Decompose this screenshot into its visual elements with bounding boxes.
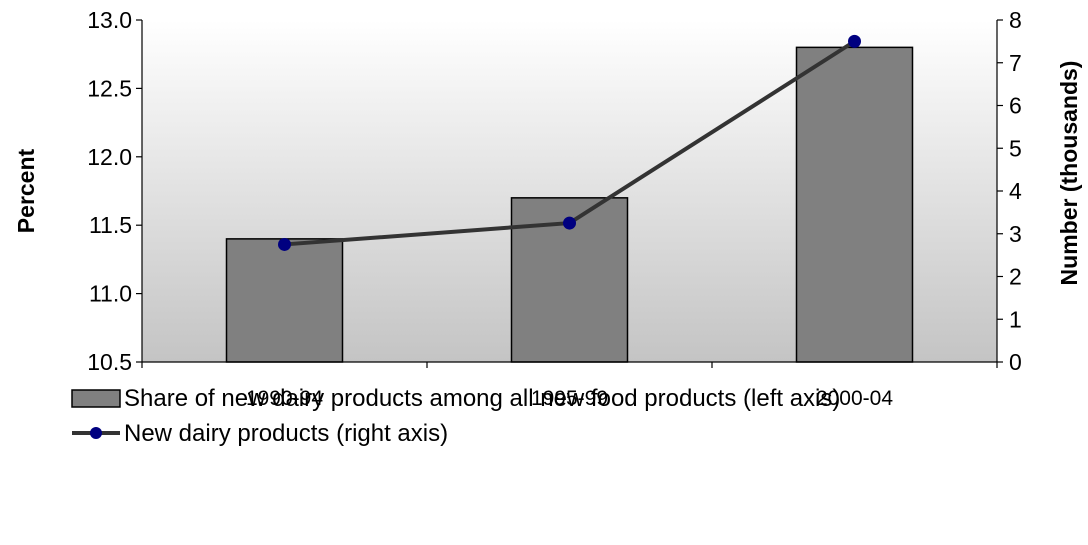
bar [795,46,914,363]
bar [225,238,344,363]
y2-tick-label: 0 [1009,349,1022,375]
y2-tick-label: 5 [1009,135,1022,161]
y2-tick-label: 8 [1009,7,1022,33]
y2-tick-label: 1 [1009,306,1022,332]
legend-item-bar: Share of new dairy products among all ne… [71,385,840,412]
y2-axis-title: Number (thousands) [1056,61,1082,286]
y-tick-label: 10.5 [87,349,132,375]
legend-line-label: New dairy products (right axis) [124,420,448,447]
legend-bar-swatch [71,389,121,408]
legend-bar-label: Share of new dairy products among all ne… [124,385,840,412]
y-tick-label: 11.0 [89,281,132,307]
y-axis-title: Percent [13,148,39,233]
line-point [563,216,576,230]
x-tick-label: 1995-99 [531,387,608,410]
y-tick-label: 12.5 [87,75,132,101]
legend-item-line: New dairy products (right axis) [72,420,448,447]
y-tick-label: 11.5 [89,212,132,238]
y-tick-label: 12.0 [87,144,132,170]
x-tick-label: 2000-04 [816,387,893,410]
y2-tick-label: 6 [1009,93,1022,119]
y2-tick-label: 3 [1009,221,1022,247]
y2-tick-label: 4 [1009,178,1022,204]
x-tick-label: 1990-94 [246,387,323,410]
line-point [848,34,861,48]
legend: Share of new dairy products among all ne… [71,385,840,447]
y2-tick-label: 7 [1009,50,1022,76]
y-tick-label: 13.0 [87,7,132,33]
y2-tick-label: 2 [1009,264,1022,290]
line-point [278,237,291,251]
legend-line-marker [90,427,102,439]
